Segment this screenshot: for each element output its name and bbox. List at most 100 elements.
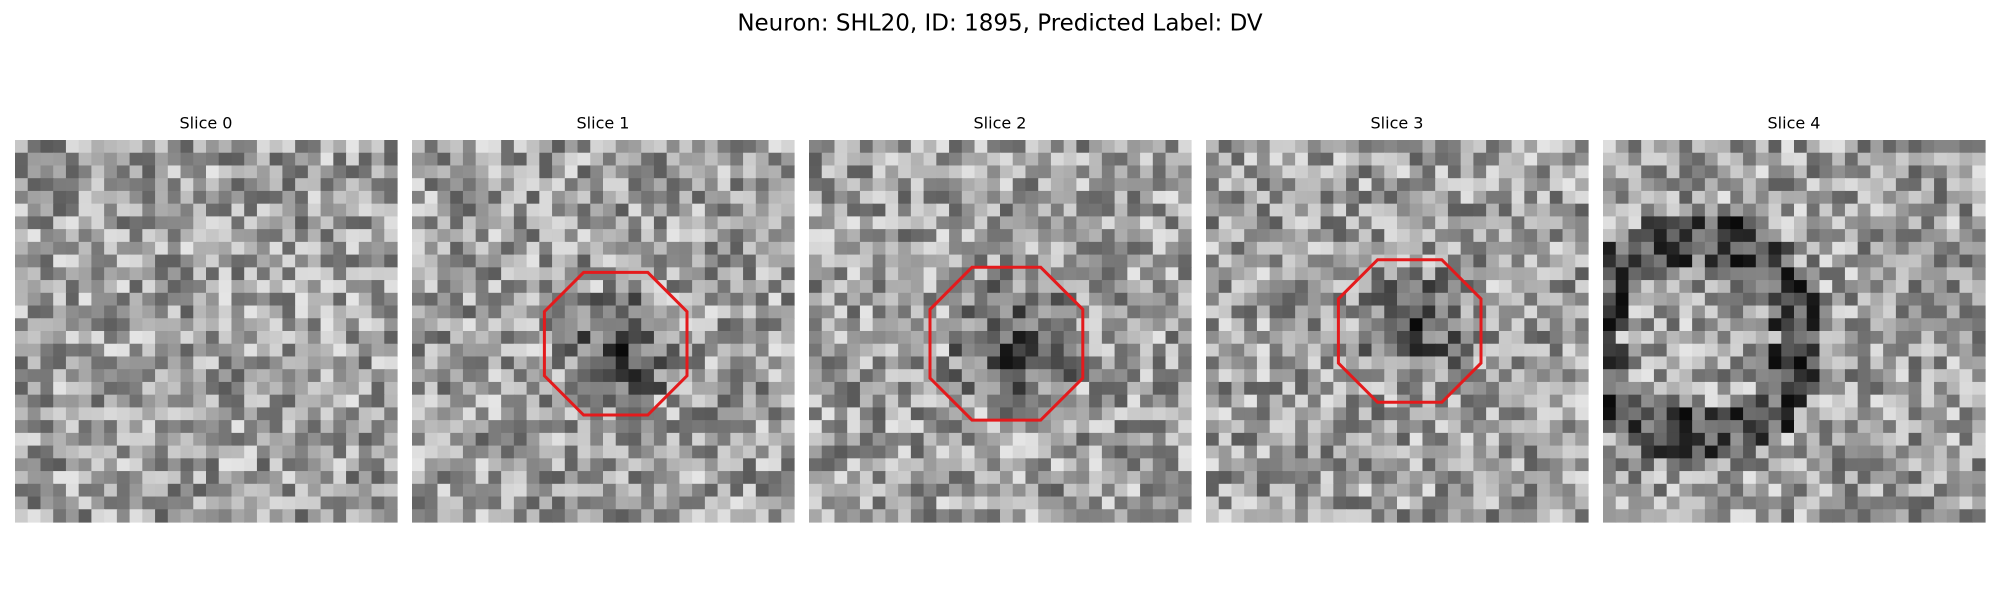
pixel: [1857, 203, 1871, 217]
pixel: [834, 254, 848, 268]
pixel: [717, 331, 731, 345]
pixel: [1537, 432, 1551, 447]
pixel: [1704, 432, 1719, 447]
pixel: [1641, 140, 1655, 154]
pixel: [1269, 356, 1283, 370]
pixel: [1295, 394, 1309, 408]
pixel: [1768, 445, 1782, 459]
pixel: [450, 509, 464, 523]
pixel: [346, 458, 360, 472]
pixel: [1409, 356, 1424, 370]
pixel: [1819, 356, 1833, 370]
pixel: [1921, 483, 1935, 498]
pixel: [564, 496, 579, 510]
pixel: [1409, 331, 1424, 345]
pixel: [987, 496, 1001, 510]
pixel: [539, 140, 553, 154]
pixel: [1089, 152, 1103, 167]
pixel: [142, 394, 156, 408]
pixel: [1025, 496, 1039, 510]
pixel: [1806, 190, 1821, 205]
pixel: [1384, 471, 1398, 485]
pixel: [949, 165, 963, 179]
pixel: [1127, 331, 1141, 345]
pixel: [1615, 152, 1630, 167]
pixel: [781, 483, 795, 498]
pixel: [1921, 343, 1935, 358]
pixel: [1460, 509, 1474, 523]
pixel: [1409, 318, 1424, 332]
pixel: [1921, 407, 1935, 421]
pixel: [1755, 190, 1770, 205]
pixel: [1101, 381, 1116, 396]
pixel: [412, 420, 426, 434]
pixel: [1717, 267, 1731, 281]
pixel: [307, 229, 322, 243]
pixel: [590, 318, 604, 332]
pixel: [1050, 241, 1065, 256]
pixel: [1946, 241, 1961, 256]
pixel: [1883, 407, 1897, 421]
pixel: [885, 445, 899, 459]
pixel: [1628, 458, 1642, 472]
pixel: [1794, 318, 1808, 332]
pixel: [910, 241, 925, 256]
pixel: [450, 165, 464, 179]
pixel: [1206, 254, 1220, 268]
pixel: [781, 165, 795, 179]
pixel: [1524, 394, 1538, 408]
pixel: [603, 445, 617, 459]
pixel: [1794, 267, 1808, 281]
pixel: [475, 432, 489, 447]
pixel: [1498, 280, 1513, 294]
pixel: [1231, 152, 1245, 167]
pixel: [1883, 420, 1897, 434]
pixel: [859, 407, 874, 421]
pixel: [1666, 458, 1680, 472]
pixel: [231, 420, 245, 434]
pixel: [1346, 229, 1360, 243]
pixel: [1844, 471, 1859, 485]
pixel: [859, 381, 874, 396]
pixel: [307, 318, 322, 332]
pixel: [1794, 229, 1808, 243]
pixel: [269, 483, 283, 498]
pixel: [1460, 343, 1474, 358]
pixel: [590, 229, 604, 243]
pixel: [1063, 420, 1077, 434]
pixel: [821, 152, 836, 167]
pixel: [1063, 394, 1077, 408]
pixel: [244, 267, 258, 281]
pixel: [78, 343, 92, 358]
pixel: [949, 331, 963, 345]
pixel: [1038, 140, 1052, 154]
pixel: [898, 420, 912, 434]
pixel: [730, 318, 744, 332]
pixel: [1679, 152, 1693, 167]
pixel: [1000, 420, 1014, 434]
pixel: [1679, 165, 1693, 179]
pixel: [641, 420, 655, 434]
pixel: [590, 331, 604, 345]
pixel: [1320, 458, 1334, 472]
pixel: [462, 331, 477, 345]
pixel: [1704, 203, 1719, 217]
pixel: [539, 471, 553, 485]
pixel: [1921, 152, 1935, 167]
pixel: [1692, 203, 1706, 217]
pixel: [1575, 483, 1589, 498]
pixel: [256, 381, 271, 396]
pixel: [180, 318, 194, 332]
pixel: [1295, 216, 1309, 230]
pixel: [577, 331, 591, 345]
pixel: [91, 152, 105, 167]
pixel: [936, 356, 950, 370]
pixel: [1806, 394, 1821, 408]
pixel: [910, 343, 925, 358]
pixel: [1397, 216, 1411, 230]
pixel: [1371, 280, 1385, 294]
pixel: [936, 203, 950, 217]
pixel: [1819, 496, 1833, 510]
pixel: [155, 152, 169, 167]
pixel: [412, 305, 426, 319]
